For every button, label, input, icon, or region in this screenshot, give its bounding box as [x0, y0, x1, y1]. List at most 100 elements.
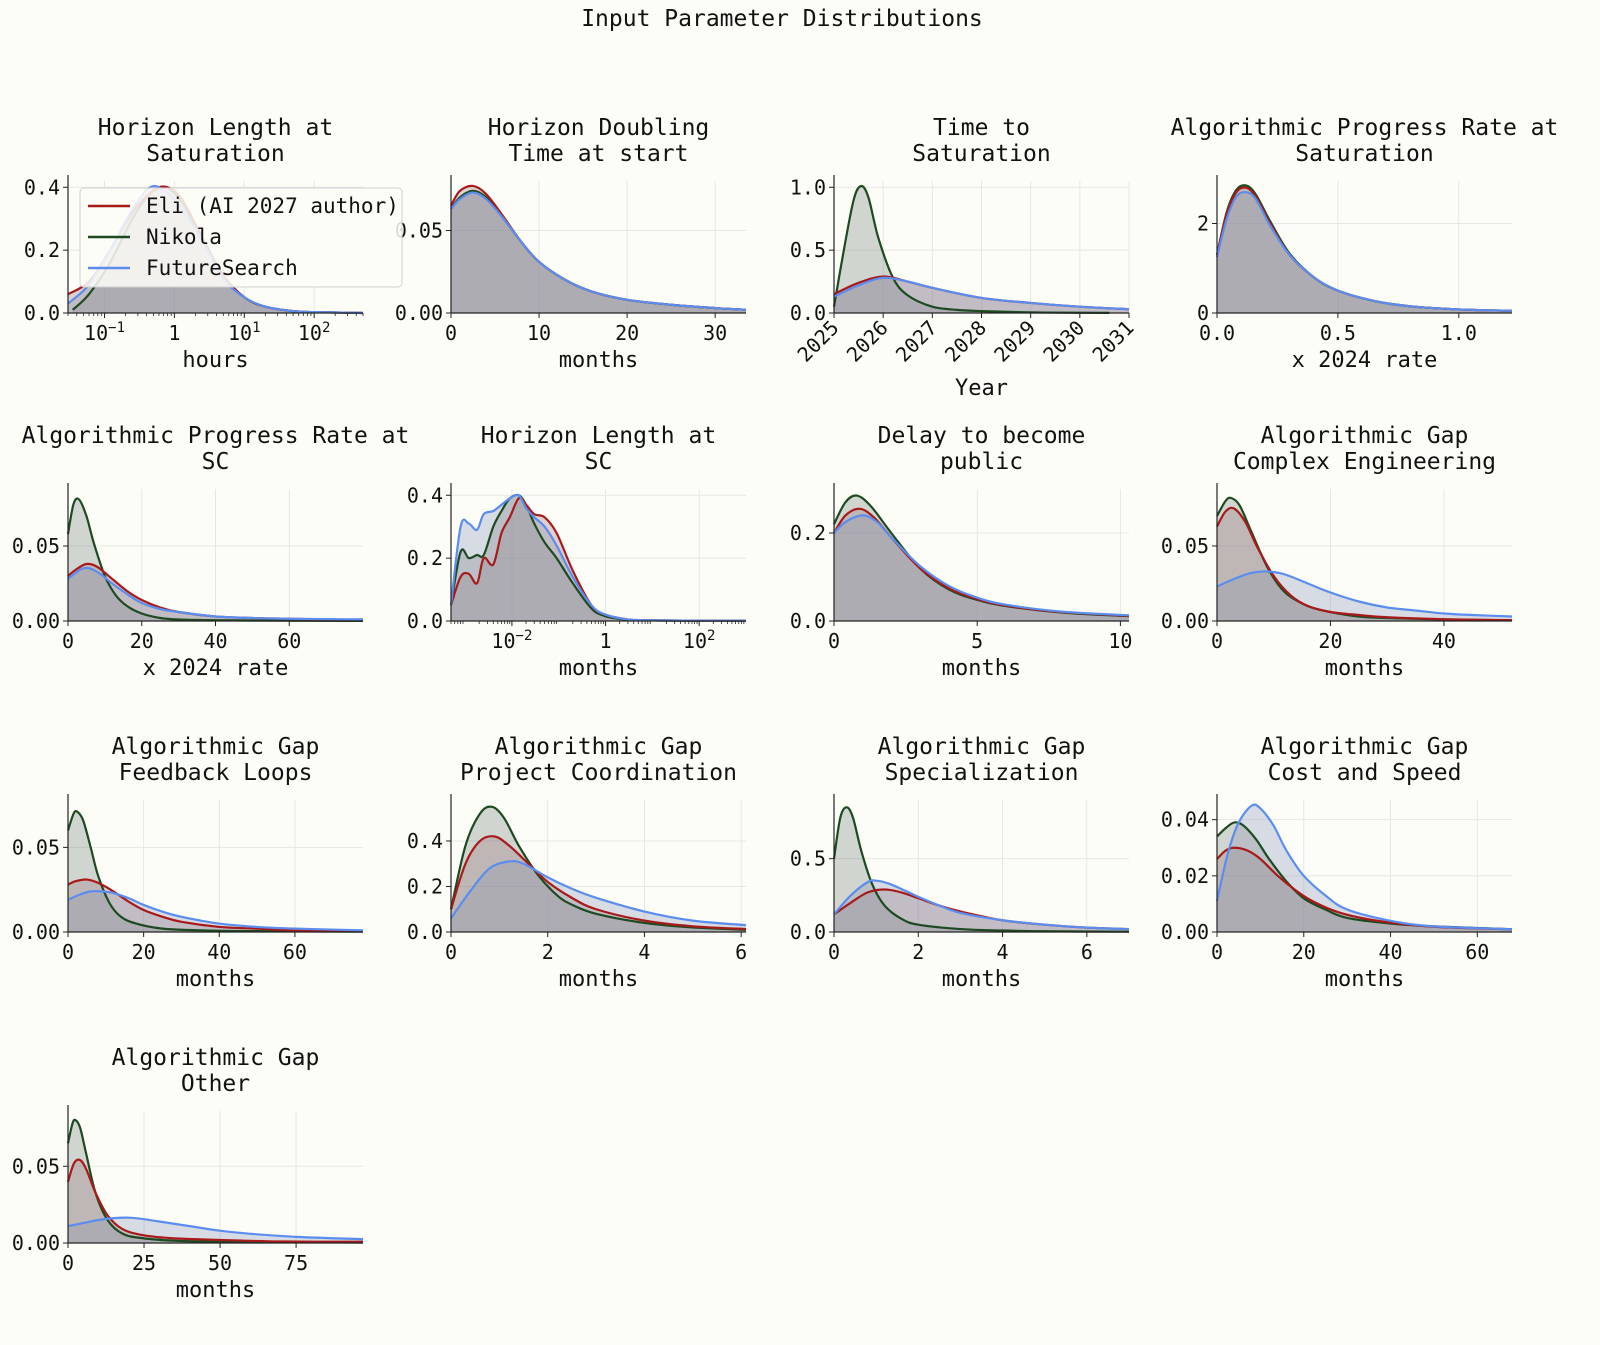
- subplot-title: Horizon Doubling: [488, 115, 710, 141]
- series-area-eli: [451, 185, 746, 313]
- x-tick-label: 4: [997, 940, 1009, 964]
- overlap-shade: [451, 497, 746, 621]
- subplot-4: 0.0 0.5 1.0 0 2 Algorithmic Progress Rate atS…: [1171, 115, 1559, 373]
- series-line-eli: [1216, 506, 1513, 622]
- x-tick-label: 0: [62, 1251, 74, 1275]
- y-tick-label: 0.0: [790, 301, 826, 325]
- x-tick-label: 60: [283, 940, 307, 964]
- x-tick-label: 6: [1081, 940, 1093, 964]
- overlap-shade: [1217, 804, 1512, 932]
- y-tick-label: 0.4: [407, 829, 443, 853]
- y-tick-label: 1.0: [790, 175, 826, 199]
- subplot-title: Feedback Loops: [119, 760, 313, 786]
- x-tick-label: 2030: [1038, 316, 1089, 367]
- x-tick-label: 0: [828, 629, 840, 653]
- x-axis-label: hours: [182, 348, 248, 373]
- subplot-title: Algorithmic Gap: [1261, 734, 1469, 760]
- x-tick-label: 2026: [842, 316, 893, 367]
- legend-label: FutureSearch: [146, 256, 298, 280]
- y-tick-label: 0.04: [1161, 808, 1209, 832]
- x-axis-label: months: [1325, 656, 1404, 681]
- series-line-futuresearch: [67, 566, 364, 621]
- y-tick-label: 0.2: [790, 521, 826, 545]
- series-line-nikola: [832, 184, 1110, 314]
- x-tick-label: 4: [638, 940, 650, 964]
- y-tick-label: 0.00: [1161, 609, 1209, 633]
- overlap-shade: [834, 508, 1129, 621]
- x-tick-label: 6: [735, 940, 747, 964]
- series-area-nikola: [68, 1119, 363, 1243]
- y-tick-label: 0.5: [790, 238, 826, 262]
- y-tick-label: 0.2: [407, 546, 443, 570]
- x-axis-label: Year: [955, 376, 1008, 401]
- series-area-nikola: [1217, 497, 1512, 621]
- overlap-shade: [451, 861, 746, 932]
- x-tick-label: 40: [203, 629, 227, 653]
- overlap-shade: [451, 494, 746, 621]
- series-area-eli: [1217, 187, 1512, 313]
- series-area-futuresearch: [834, 515, 1129, 621]
- overlap-shade: [68, 498, 363, 621]
- series-area-futuresearch: [1217, 571, 1512, 621]
- series-area-futuresearch: [451, 192, 746, 313]
- series-line-futuresearch: [1216, 570, 1513, 618]
- subplot-title: Algorithmic Progress Rate at: [1171, 115, 1559, 141]
- y-tick-label: 0.05: [12, 835, 60, 859]
- subplot-title: Algorithmic Gap: [112, 734, 320, 760]
- overlap-shade: [834, 880, 1129, 932]
- x-tick-label: 20: [130, 629, 154, 653]
- series-line-futuresearch: [1215, 803, 1513, 931]
- x-tick-label: 0: [445, 321, 457, 345]
- subplot-title: Algorithmic Gap: [1261, 423, 1469, 449]
- overlap-shade: [834, 515, 1129, 621]
- subplot-title: SC: [585, 449, 613, 475]
- overlap-shade: [1217, 187, 1512, 313]
- x-tick-label: 2: [542, 940, 554, 964]
- subplot-title: Saturation: [1295, 141, 1433, 167]
- series-line-nikola: [832, 806, 1130, 933]
- series-area-futuresearch: [1217, 192, 1512, 313]
- x-tick-label: 10−1: [84, 320, 125, 345]
- x-tick-label: 60: [277, 629, 301, 653]
- series-area-eli: [1217, 507, 1512, 621]
- series-area-futuresearch: [1217, 804, 1512, 932]
- x-axis-label: months: [176, 1278, 255, 1303]
- x-tick-label: 102: [298, 320, 331, 345]
- series-area-nikola: [451, 494, 746, 621]
- y-tick-label: 0.02: [1161, 864, 1209, 888]
- overlap-shade: [451, 806, 746, 932]
- series-area-nikola: [451, 190, 746, 313]
- x-tick-label: 101: [228, 320, 261, 345]
- y-tick-label: 0.05: [12, 1154, 60, 1178]
- legend: Eli (AI 2027 author) Nikola FutureSearch: [79, 187, 403, 288]
- subplot-title: Saturation: [146, 141, 284, 167]
- x-tick-label: 20: [615, 321, 639, 345]
- x-axis-label: x 2024 rate: [1292, 348, 1438, 373]
- subplot-title: Algorithmic Gap: [495, 734, 703, 760]
- series-area-nikola: [1217, 822, 1512, 932]
- y-tick-label: 2: [1197, 212, 1209, 236]
- series-area-nikola: [68, 498, 363, 621]
- x-tick-label: 0.5: [1320, 321, 1356, 345]
- subplot-title: public: [940, 449, 1023, 475]
- subplot-title: SC: [202, 449, 230, 475]
- x-tick-label: 40: [1378, 940, 1402, 964]
- x-tick-label: 5: [971, 629, 983, 653]
- subplot-5: 0 20 40 60 0.00 0.05 Algorithmic Progress Rate…: [12, 423, 410, 681]
- series-area-futuresearch: [451, 494, 746, 621]
- series-line-futuresearch: [450, 191, 747, 311]
- overlap-shade: [834, 807, 1129, 932]
- overlap-shade: [451, 190, 746, 313]
- subplot-title: Delay to become: [878, 423, 1086, 449]
- y-tick-label: 0.0: [790, 609, 826, 633]
- y-tick-label: 0.00: [12, 1231, 60, 1255]
- x-tick-label: 20: [132, 940, 156, 964]
- x-axis-label: months: [559, 348, 638, 373]
- x-tick-label: 0: [1211, 629, 1223, 653]
- y-tick-label: 0.0: [790, 920, 826, 944]
